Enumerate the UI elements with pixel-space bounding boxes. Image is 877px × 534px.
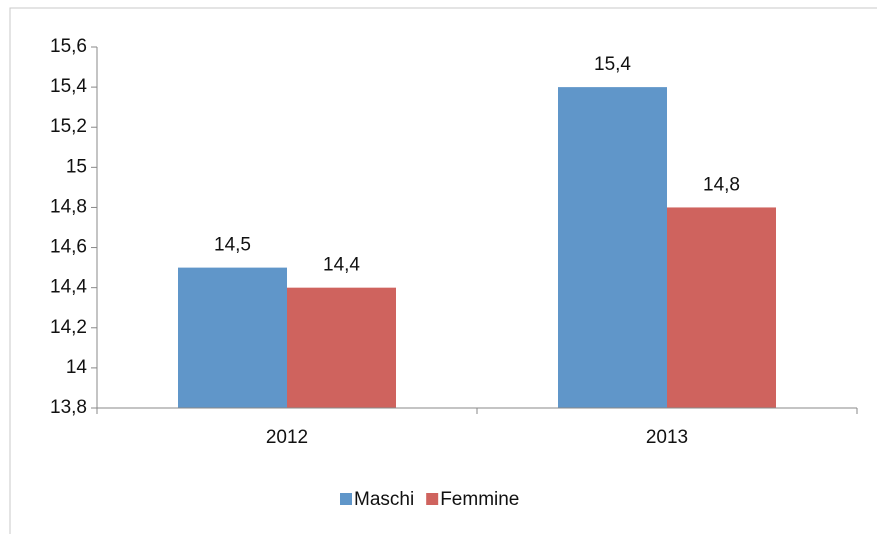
y-tick-label: 14,4 [50, 277, 87, 298]
y-tick-label: 14,8 [50, 196, 87, 217]
value-label: 15,4 [594, 54, 631, 75]
bar [558, 87, 667, 408]
legend-label: Maschi [354, 489, 414, 510]
y-tick-label: 15 [66, 156, 87, 177]
value-label: 14,4 [323, 255, 360, 276]
legend-label: Femmine [440, 489, 519, 510]
legend-swatch [340, 493, 352, 505]
y-tick-label: 13,8 [50, 397, 87, 418]
y-tick-label: 14,2 [50, 317, 87, 338]
legend-swatch [426, 493, 439, 505]
bar [178, 267, 287, 408]
y-tick-label: 15,6 [50, 36, 87, 57]
y-tick-label: 14,6 [50, 237, 87, 258]
y-tick-label: 15,4 [50, 76, 87, 97]
bar [667, 207, 776, 408]
bar [287, 287, 396, 408]
chart-frame [9, 7, 877, 534]
x-tick-label: 2012 [266, 427, 308, 448]
y-tick-label: 15,2 [50, 116, 87, 137]
y-tick-label: 14 [66, 357, 88, 378]
value-label: 14,8 [703, 174, 740, 195]
value-label: 14,5 [214, 235, 251, 256]
x-tick-label: 2013 [646, 427, 688, 448]
